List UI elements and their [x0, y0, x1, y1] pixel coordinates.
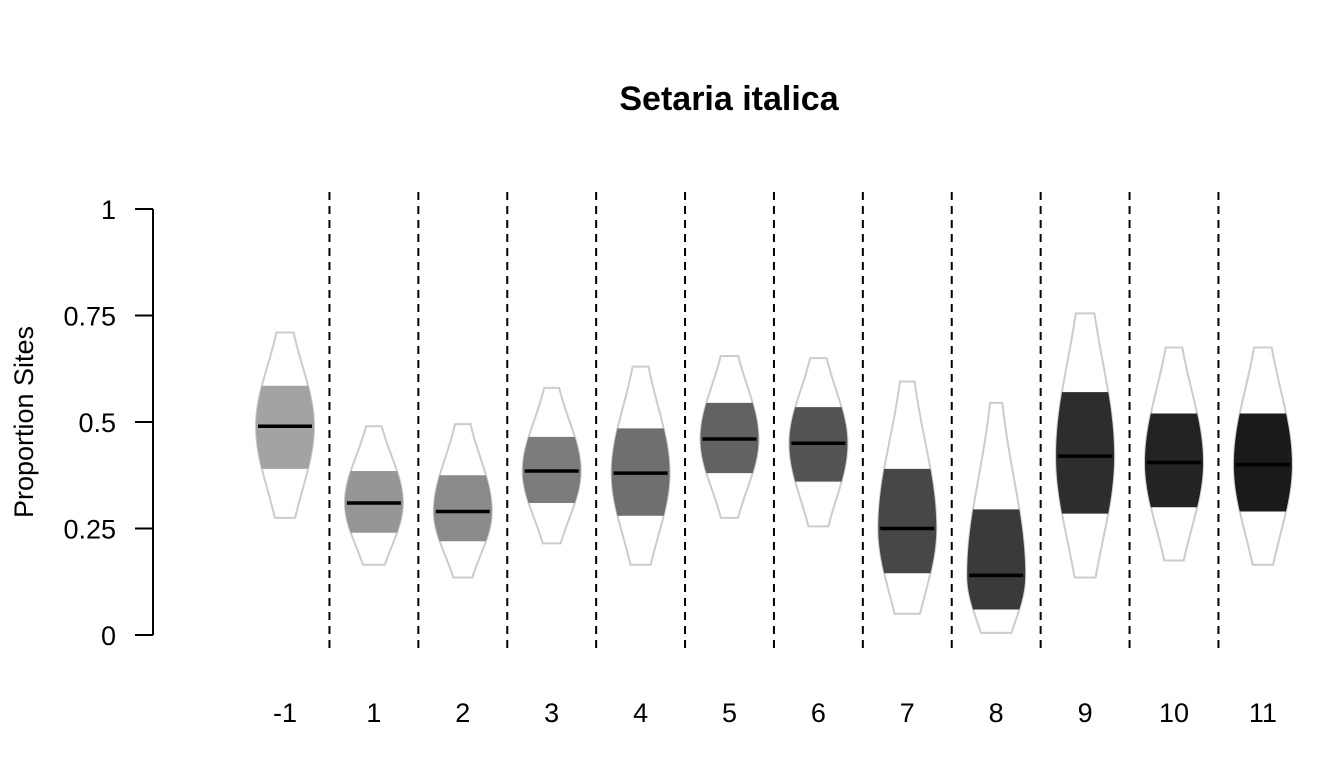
violin-5: [699, 354, 760, 519]
y-axis-title: Proportion Sites: [9, 326, 39, 518]
y-tick-label: 0: [101, 621, 116, 651]
x-tick-label: 10: [1159, 698, 1189, 728]
x-tick-labels: -1 1 2 3 4 5 6 7 8 9 10 11: [273, 698, 1277, 728]
violin-iqr-fill: [967, 509, 1026, 610]
x-tick-label: 6: [811, 698, 826, 728]
x-tick-label: 5: [722, 698, 737, 728]
x-tick-label: 9: [1078, 698, 1093, 728]
violin-10: [1144, 346, 1204, 562]
y-tick-label: 0.5: [78, 408, 116, 438]
x-tick-label: 7: [900, 698, 915, 728]
violin-8: [966, 401, 1027, 634]
violin-iqr-fill: [1145, 413, 1203, 508]
chart-title: Setaria italica: [619, 80, 839, 118]
violin-iqr-fill: [433, 475, 492, 542]
violin-1: [343, 425, 404, 566]
y-tick-label: 0.25: [63, 515, 116, 545]
y-axis: 0 0.25 0.5 0.75 1: [63, 195, 154, 651]
violin-3: [521, 386, 582, 545]
separators: [328, 192, 1220, 652]
violin-iqr-fill: [1056, 392, 1115, 514]
x-tick-label: 2: [455, 698, 470, 728]
violin--1: [254, 331, 316, 519]
violin-6: [788, 357, 849, 528]
violin-iqr-fill: [878, 468, 937, 574]
y-tick-label: 0.75: [63, 302, 116, 332]
violin-2: [432, 423, 493, 579]
x-tick-label: -1: [273, 698, 297, 728]
x-tick-label: 1: [366, 698, 381, 728]
violin-4: [610, 365, 671, 566]
x-tick-label: 11: [1249, 698, 1277, 728]
violin-9: [1055, 312, 1116, 579]
violin-7: [877, 380, 938, 615]
y-tick-label: 1: [101, 195, 116, 225]
violin-iqr-fill: [1233, 413, 1292, 512]
x-tick-label: 3: [544, 698, 559, 728]
violin-11: [1232, 346, 1293, 566]
x-tick-label: 4: [633, 698, 648, 728]
violins: [254, 312, 1293, 634]
x-tick-label: 8: [989, 698, 1004, 728]
